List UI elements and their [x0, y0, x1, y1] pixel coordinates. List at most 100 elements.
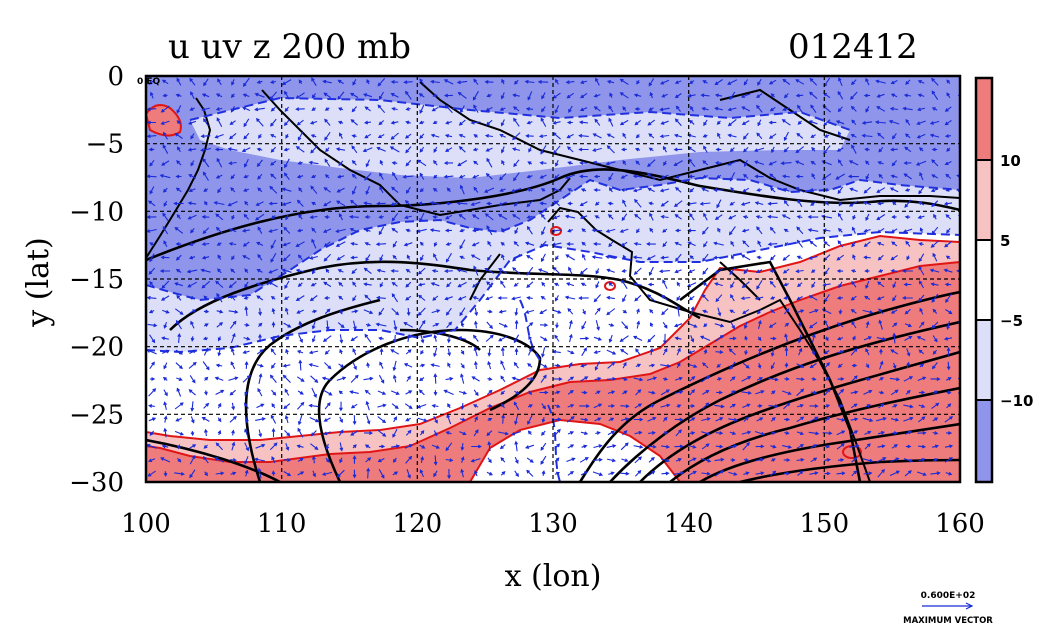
wind-vector	[675, 105, 681, 112]
wind-vector	[324, 158, 331, 167]
wind-vector	[728, 444, 738, 449]
wind-vector	[255, 417, 266, 421]
wind-vector	[837, 90, 844, 100]
wind-vector	[824, 362, 830, 369]
wind-vector	[473, 133, 478, 138]
wind-vector	[689, 431, 696, 435]
wind-vector	[336, 376, 347, 381]
colorbar-label-10: 10	[1000, 152, 1021, 170]
wind-vector	[513, 481, 515, 482]
wind-vector	[419, 146, 425, 153]
wind-vector	[837, 484, 844, 490]
colorbar-box-neg-weak	[976, 320, 992, 400]
wind-vector	[376, 268, 386, 273]
wind-vector	[918, 253, 925, 263]
wind-vector	[798, 321, 802, 328]
wind-vector	[931, 90, 939, 100]
wind-vector	[161, 485, 169, 489]
wind-vector	[445, 201, 452, 206]
wind-vector	[311, 107, 317, 111]
wind-vector	[473, 160, 479, 166]
wind-vector	[823, 388, 831, 396]
wind-vector	[379, 172, 384, 180]
wind-vector	[540, 253, 546, 263]
wind-vector	[419, 429, 425, 436]
wind-vector	[835, 120, 845, 125]
wind-vector	[202, 227, 210, 235]
wind-vector	[729, 267, 736, 276]
wind-vector	[635, 134, 640, 139]
wind-vector	[809, 404, 819, 408]
wind-vector	[703, 145, 708, 153]
wind-vector	[270, 173, 277, 180]
wind-vector	[567, 228, 574, 233]
wind-vector	[904, 146, 912, 153]
wind-vector	[433, 373, 438, 384]
wind-vector	[404, 133, 412, 139]
wind-vector	[730, 240, 735, 247]
wind-vector	[594, 307, 601, 315]
wind-vector	[338, 295, 344, 301]
wind-vector	[364, 350, 371, 354]
wind-vector	[770, 416, 776, 422]
wind-vector	[783, 228, 789, 233]
wind-vector	[539, 201, 547, 206]
wind-vector	[930, 282, 939, 287]
wind-vector	[258, 133, 262, 139]
wind-vector	[905, 79, 911, 85]
wind-vector	[475, 485, 478, 489]
wind-vector	[769, 280, 776, 288]
wind-vector	[892, 201, 897, 206]
wind-vector	[932, 390, 939, 395]
wind-vector	[540, 117, 547, 127]
wind-vector	[620, 471, 630, 476]
wind-vector	[675, 429, 682, 437]
wind-vector	[526, 225, 533, 235]
wind-vector	[636, 486, 639, 489]
wind-vector	[484, 80, 494, 84]
wind-vector	[311, 201, 317, 206]
wind-vector	[271, 455, 276, 464]
wind-vector	[271, 427, 276, 437]
wind-vector	[541, 430, 546, 436]
wind-vector	[378, 91, 384, 101]
wind-vector	[539, 323, 549, 327]
wind-vector	[283, 403, 291, 410]
wind-vector	[203, 428, 208, 437]
wind-vector	[690, 335, 695, 343]
wind-vector	[824, 486, 830, 489]
wind-vector	[403, 80, 413, 85]
wind-vector	[784, 242, 789, 247]
wind-vector	[230, 332, 236, 344]
wind-vector	[459, 255, 465, 260]
wind-vector	[716, 363, 722, 368]
wind-vector	[389, 146, 400, 153]
wind-vector	[648, 456, 655, 463]
wind-vector	[350, 403, 358, 409]
wind-vector	[740, 296, 751, 301]
wind-vector	[229, 132, 237, 140]
wind-vector	[231, 214, 235, 220]
wind-vector	[188, 120, 197, 125]
wind-vector	[890, 228, 898, 233]
wind-vector	[865, 347, 870, 356]
wind-vector	[445, 252, 452, 263]
wind-vector	[903, 416, 914, 422]
wind-vector	[933, 213, 937, 220]
wind-vector	[823, 350, 830, 355]
wind-vector	[445, 307, 452, 316]
wind-vector	[350, 374, 359, 383]
wind-vector	[338, 160, 344, 166]
wind-vector	[485, 334, 494, 342]
wind-vector	[391, 444, 401, 449]
wind-vector	[918, 294, 925, 302]
wind-vector	[553, 200, 560, 207]
wind-vector	[757, 404, 763, 408]
wind-vector	[254, 107, 265, 112]
wind-vector	[714, 161, 722, 165]
wind-vector	[865, 280, 870, 289]
wind-vector	[837, 363, 843, 368]
wind-vector	[660, 120, 669, 125]
wind-vector	[146, 120, 156, 125]
wind-vector	[231, 441, 236, 451]
